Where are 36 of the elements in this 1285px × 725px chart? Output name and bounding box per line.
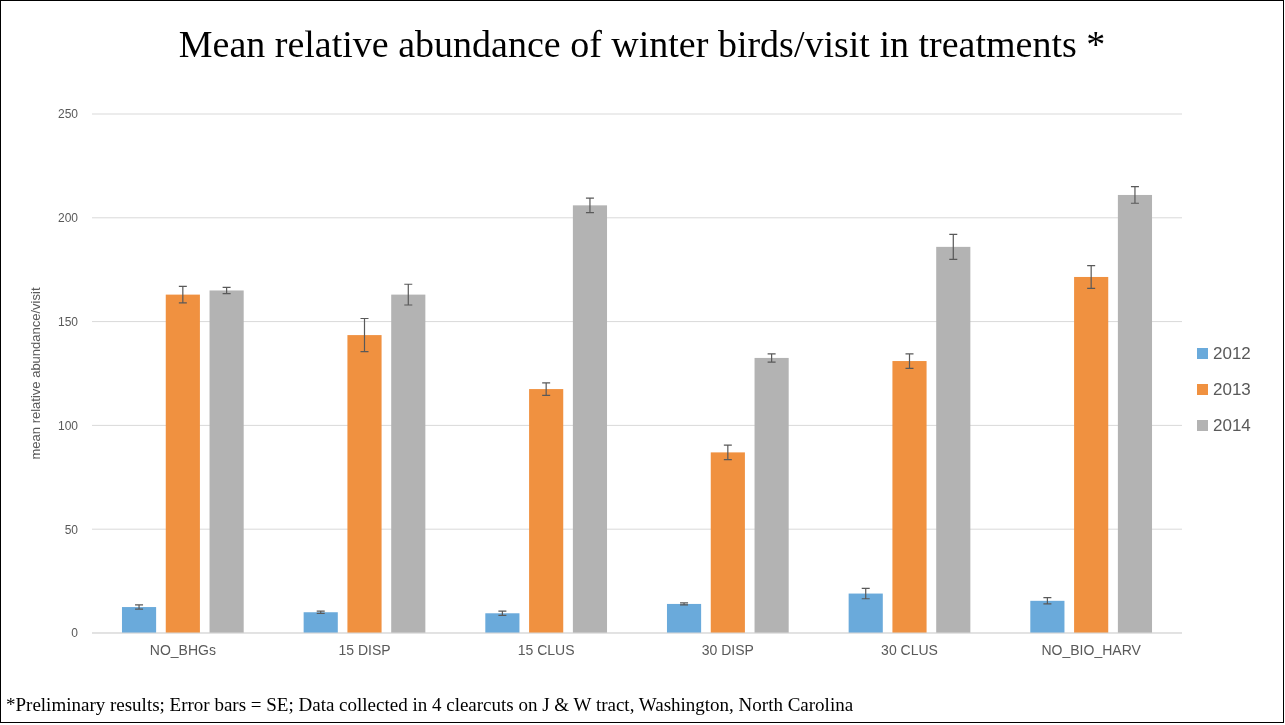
bar	[848, 593, 883, 633]
bar	[347, 335, 382, 633]
bar	[303, 612, 338, 633]
y-tick-label: 250	[57, 107, 79, 122]
text: *Preliminary results; Error bars = SE; Data collected in 4 clearcuts on J & W tract, Washington, North Carolina	[6, 694, 854, 715]
bar	[121, 607, 157, 633]
bar	[572, 205, 608, 633]
y-tick-label: 0	[71, 626, 79, 641]
bar	[754, 357, 789, 633]
y-tick-label: 200	[57, 211, 79, 226]
bar	[710, 452, 745, 633]
bar	[1117, 194, 1153, 633]
x-tick-label: 30 DISP	[701, 641, 754, 658]
bar	[391, 294, 426, 633]
bar	[209, 290, 244, 633]
x-tick-label: 15 DISP	[338, 641, 391, 658]
y-tick-label: 50	[64, 522, 79, 537]
bar	[1074, 276, 1109, 633]
y-tick-label: 150	[57, 314, 79, 329]
x-tick-label: 30 CLUS	[881, 641, 938, 658]
bar	[892, 361, 927, 633]
bar	[936, 246, 971, 633]
chart-title: Mean relative abundance of winter birds/visit in treatments *	[178, 23, 1106, 65]
legend-label: 2013	[1213, 380, 1251, 399]
bar	[666, 603, 702, 633]
x-tick-label: NO_BIO_HARV	[1041, 641, 1142, 658]
bar	[529, 389, 564, 633]
y-axis-title: mean relative abundance/visit	[28, 287, 43, 460]
x-tick-label: 15 CLUS	[517, 641, 575, 658]
bar	[1030, 600, 1065, 633]
bar	[165, 294, 200, 633]
legend-label: 2012	[1213, 344, 1251, 363]
bar	[485, 613, 520, 633]
x-tick-label: NO_BHGs	[149, 641, 216, 658]
legend-label: 2014	[1213, 416, 1251, 435]
y-tick-label: 100	[57, 418, 79, 433]
